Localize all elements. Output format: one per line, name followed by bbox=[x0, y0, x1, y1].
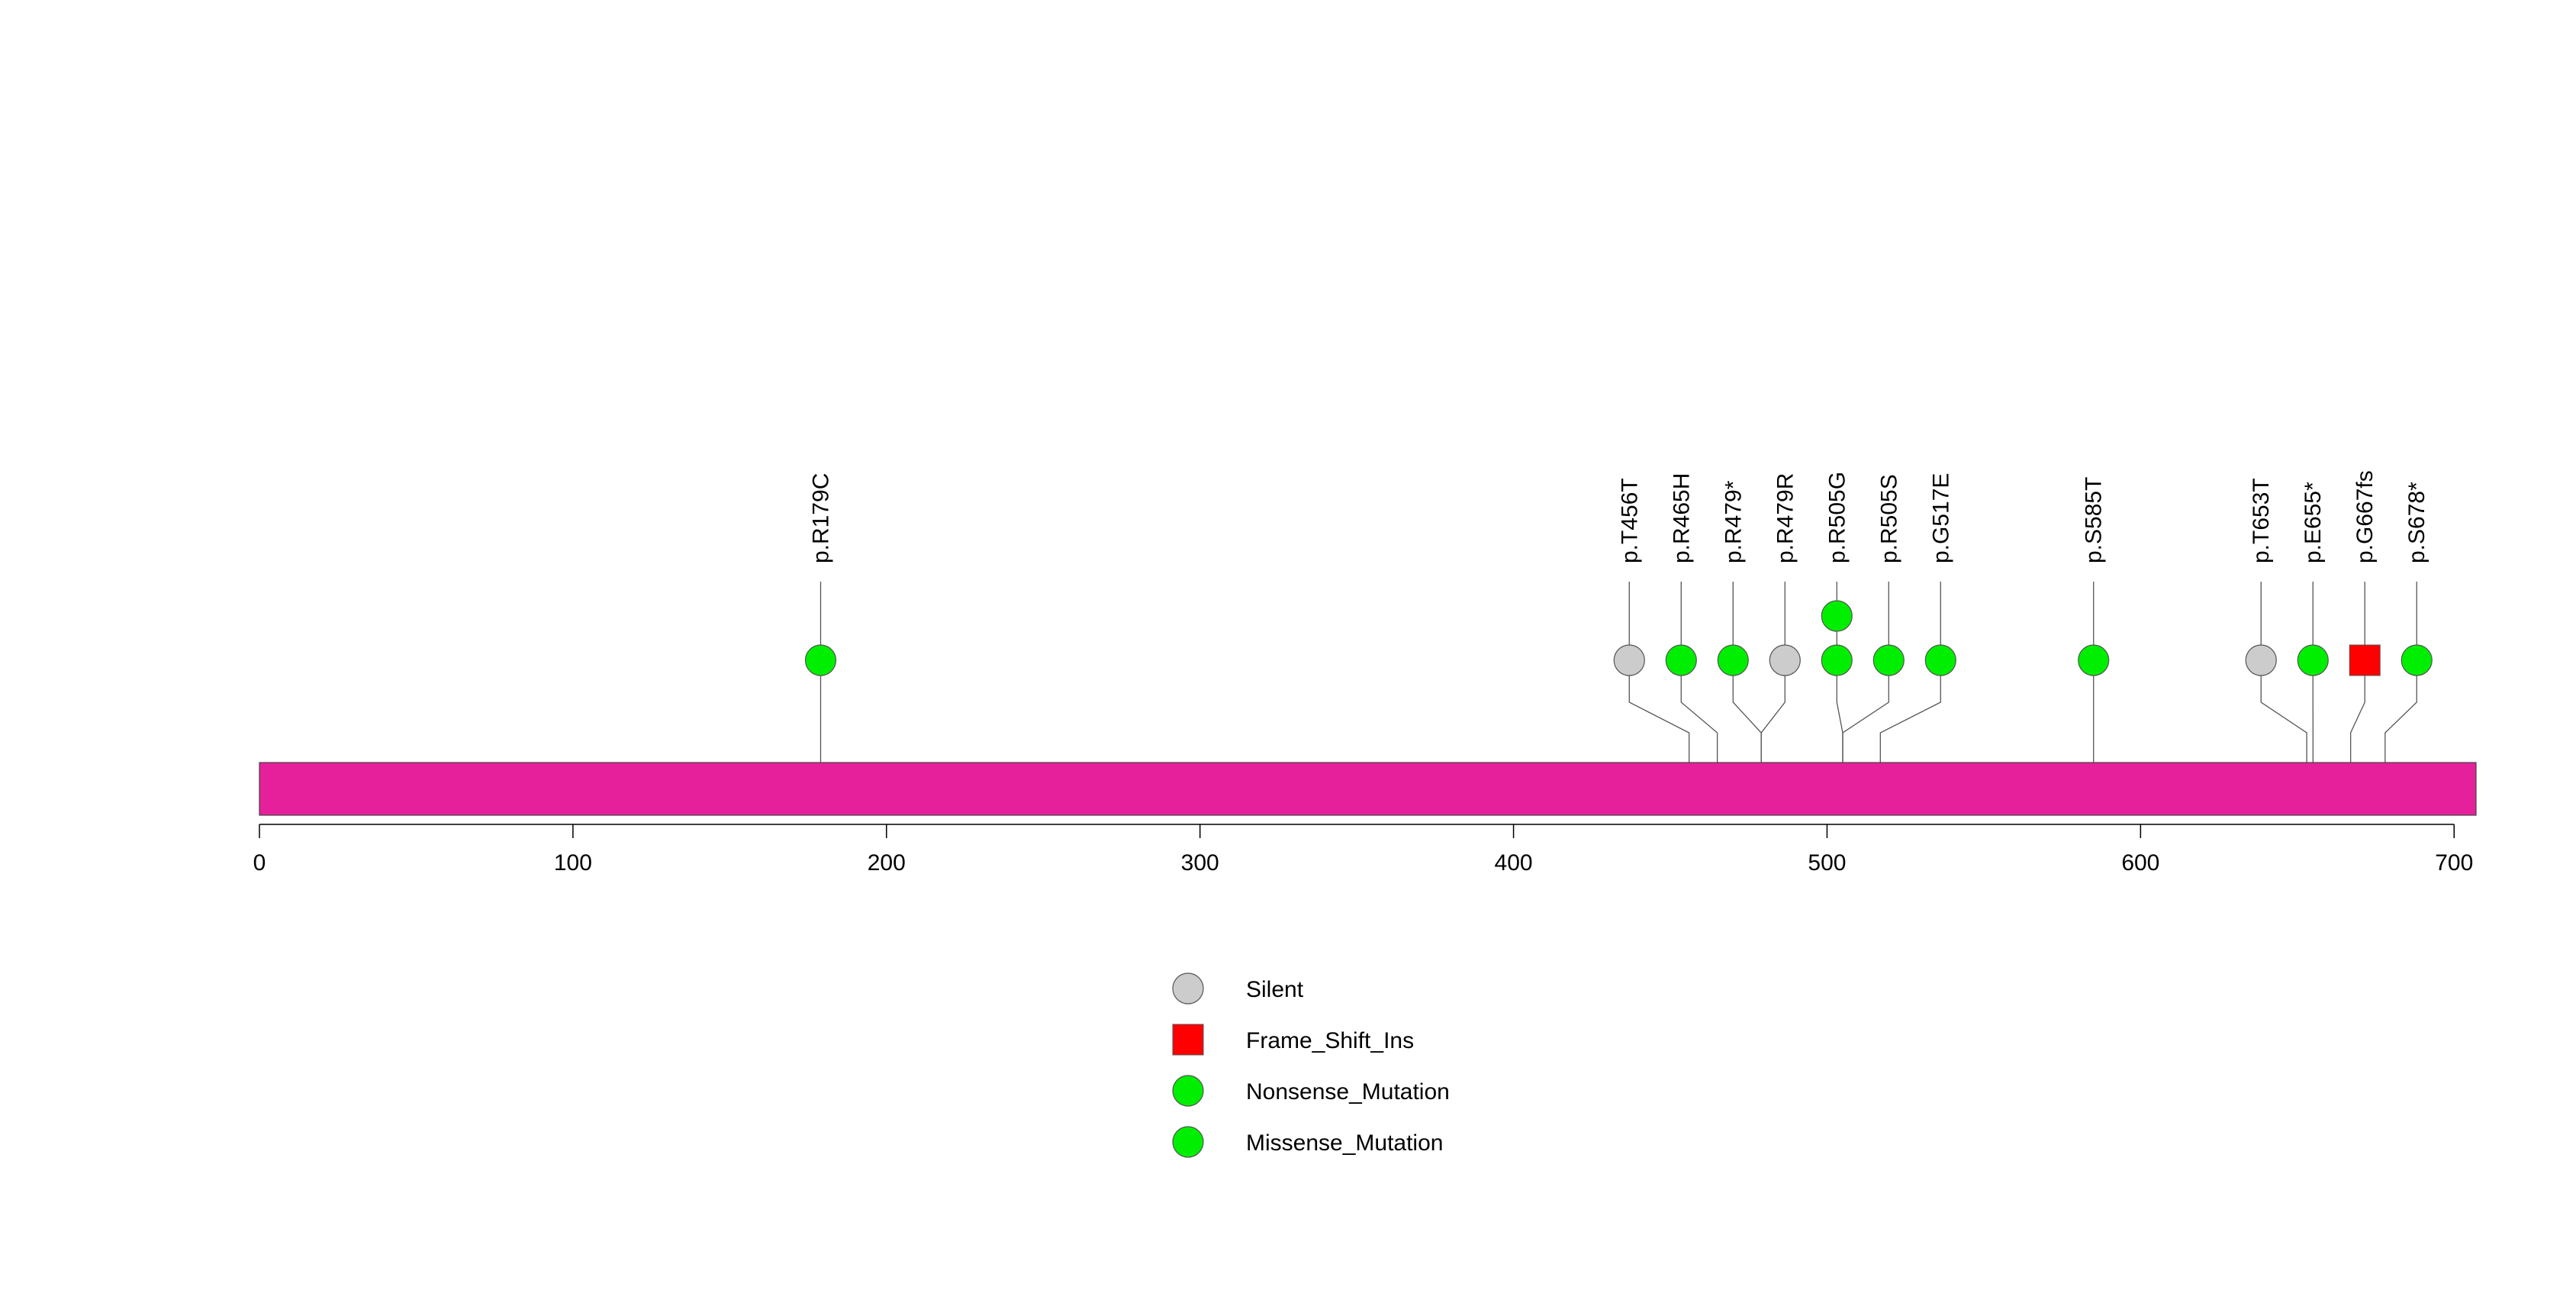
x-axis: 0 100 200 300 400 500 600 700 bbox=[253, 824, 2473, 876]
x-tick-label-200: 200 bbox=[868, 850, 906, 876]
mutation-p-t653t-label: p.T653T bbox=[2249, 478, 2274, 563]
mutation-p-g517e-marker-0 bbox=[1924, 644, 1956, 676]
mutation-p-r505g-marker-1 bbox=[1821, 600, 1853, 632]
mutation-p-r479r-marker-0 bbox=[1769, 644, 1801, 676]
mutation-p-t456t-marker-0 bbox=[1613, 644, 1645, 676]
protein-bar bbox=[259, 762, 2477, 816]
mutation-p-e655-marker-0 bbox=[2297, 644, 2329, 676]
mutation-p-r465h-label: p.R465H bbox=[1669, 473, 1694, 563]
mutation-p-r505g-marker-0 bbox=[1821, 644, 1853, 676]
mutation-p-t653t-marker-0 bbox=[2245, 644, 2277, 676]
legend-silent-swatch bbox=[1172, 972, 1204, 1005]
mutation-p-r479-label: p.R479* bbox=[1721, 480, 1746, 563]
legend: Silent Frame_Shift_Ins Nonsense_Mutation Mi… bbox=[1172, 972, 1450, 1158]
mutation-p-s678-marker-0 bbox=[2401, 644, 2433, 676]
legend-nonsense-mutation-label: Nonsense_Mutation bbox=[1246, 1079, 1450, 1105]
mutation-p-r465h-marker-0 bbox=[1665, 644, 1697, 676]
x-tick-label-300: 300 bbox=[1181, 850, 1219, 876]
mutation-p-r505s-label: p.R505S bbox=[1876, 474, 1901, 563]
mutation-p-r505g-label: p.R505G bbox=[1824, 472, 1850, 563]
legend-silent-label: Silent bbox=[1246, 977, 1304, 1002]
mutation-p-r179c-marker-0 bbox=[804, 644, 837, 676]
legend-frame-shift-ins-label: Frame_Shift_Ins bbox=[1246, 1028, 1414, 1053]
mutation-label-layer: p.R179C p.T456T p.R465H p.R479* p.R479R p.R50… bbox=[808, 470, 2429, 563]
x-tick-label-100: 100 bbox=[554, 850, 592, 876]
mutation-p-s678-label: p.S678* bbox=[2404, 482, 2429, 563]
mutation-p-s585t-label: p.S585T bbox=[2082, 477, 2107, 563]
mutation-p-t456t-label: p.T456T bbox=[1617, 478, 1642, 563]
protein-layer bbox=[259, 762, 2477, 816]
legend-missense-mutation-label: Missense_Mutation bbox=[1246, 1130, 1443, 1156]
legend-frame-shift-ins-swatch bbox=[1172, 1024, 1204, 1056]
mutation-p-g517e-label: p.G517E bbox=[1928, 473, 1953, 563]
mutation-p-s585t-marker-0 bbox=[2078, 644, 2110, 676]
mutation-p-r479r-label: p.R479R bbox=[1773, 473, 1798, 563]
marker-layer bbox=[804, 600, 2433, 676]
legend-missense-mutation-swatch bbox=[1172, 1126, 1204, 1158]
mutation-p-r179c-label: p.R179C bbox=[808, 473, 833, 563]
x-tick-label-0: 0 bbox=[253, 850, 266, 876]
mutation-p-e655-label: p.E655* bbox=[2301, 482, 2326, 563]
mutation-p-r505s-marker-0 bbox=[1872, 644, 1905, 676]
x-tick-label-600: 600 bbox=[2121, 850, 2159, 876]
x-tick-label-400: 400 bbox=[1495, 850, 1533, 876]
legend-nonsense-mutation-swatch bbox=[1172, 1075, 1204, 1107]
x-tick-label-700: 700 bbox=[2435, 850, 2473, 876]
mutation-p-g667fs-marker-0 bbox=[2349, 644, 2381, 676]
mutation-p-g667fs-label: p.G667fs bbox=[2352, 470, 2378, 563]
mutation-p-r479-marker-0 bbox=[1717, 644, 1749, 676]
x-tick-label-500: 500 bbox=[1808, 850, 1846, 876]
